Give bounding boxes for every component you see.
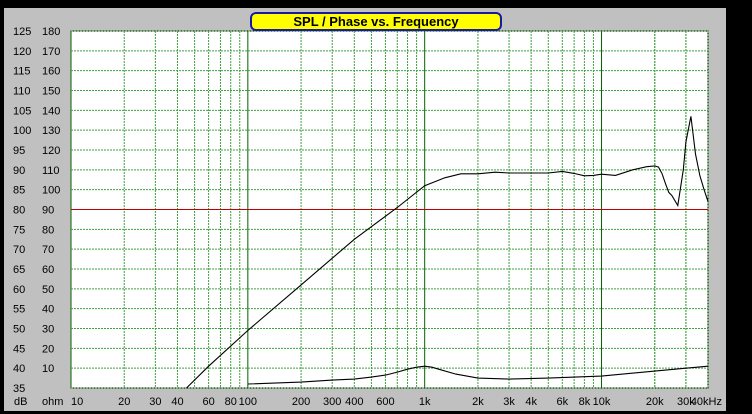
y-left-tick-label: 120 [13,46,31,58]
y-left-tick-label: 70 [13,244,25,256]
y-ticks-right: 10 20 30 40 50 60 70 80 90 100 110 120 130 140 150 160 1… [42,26,60,375]
y-left-tick-label: 90 [13,165,25,177]
x-tick-label: 60 [202,396,214,408]
x-tick-label: 100 [239,396,257,408]
impedance-curve [247,365,709,385]
y-right-tick-label: 50 [42,284,54,296]
y-left-tick-label: 85 [13,185,25,197]
x-tick-label: 30 [149,396,161,408]
y-right-tick-label: 170 [42,46,60,58]
y-left-tick-label: 95 [13,145,25,157]
y-left-unit: dB [14,396,27,408]
y-left-tick-label: 65 [13,264,25,276]
y-right-tick-label: 100 [42,185,60,197]
x-tick-label: 600 [376,396,394,408]
y-right-tick-label: 120 [42,145,60,157]
y-right-tick-label: 20 [42,343,54,355]
y-left-tick-label: 125 [13,26,31,38]
y-left-tick-label: 75 [13,224,25,236]
x-tick-label: 4k [525,396,537,408]
y-right-tick-label: 150 [42,86,60,98]
y-right-tick-label: 110 [42,165,60,177]
y-right-tick-label: 80 [42,224,54,236]
y-left-tick-label: 55 [13,304,25,316]
y-left-tick-label: 100 [13,125,31,137]
y-right-tick-label: 30 [42,324,54,336]
y-right-tick-label: 60 [42,264,54,276]
y-left-tick-label: 45 [13,343,25,355]
y-right-tick-label: 70 [42,244,54,256]
y-left-tick-label: 50 [13,324,25,336]
y-right-tick-label: 10 [42,363,54,375]
y-right-tick-label: 140 [42,105,60,117]
y-left-tick-label: 40 [13,363,25,375]
x-tick-label: 40kHz [691,396,722,408]
x-tick-label: 10k [593,396,611,408]
y-right-unit: ohm [42,396,63,408]
x-tick-label: 20k [646,396,664,408]
y-right-tick-label: 90 [42,205,54,217]
x-tick-label: 8k [579,396,591,408]
y-right-tick-label: 130 [42,125,60,137]
x-tick-label: 400 [345,396,363,408]
x-tick-label: 200 [292,396,310,408]
x-tick-label: 80 [225,396,237,408]
x-tick-label: 10 [71,396,83,408]
x-tick-label: 300 [323,396,341,408]
x-tick-label: 3k [503,396,515,408]
y-ticks-left: 35 40 45 50 55 60 65 70 75 80 85 90 95 100 105 110 115 12… [13,26,31,395]
x-tick-label: 30k [677,396,695,408]
y-left-tick-label: 80 [13,205,25,217]
y-right-tick-label: 180 [42,26,60,38]
x-ticks: 10 20 30 40 60 80 100 200 300 400 600 1k 2k 3k 4k 6k 8k 1… [71,396,722,408]
y-right-tick-label: 40 [42,304,54,316]
y-right-tick-label: 160 [42,66,60,78]
x-tick-label: 40 [171,396,183,408]
spl-curve [186,116,709,389]
chart-title: SPL / Phase vs. Frequency [250,12,502,31]
x-tick-label: 2k [472,396,484,408]
x-tick-label: 6k [556,396,568,408]
y-left-tick-label: 60 [13,284,25,296]
x-tick-label: 20 [118,396,130,408]
y-left-tick-label: 115 [13,66,31,78]
curves [186,116,709,389]
y-left-tick-label: 110 [13,86,31,98]
y-left-tick-label: 105 [13,105,31,117]
x-tick-label: 1k [419,396,431,408]
y-left-tick-label: 35 [13,383,25,395]
